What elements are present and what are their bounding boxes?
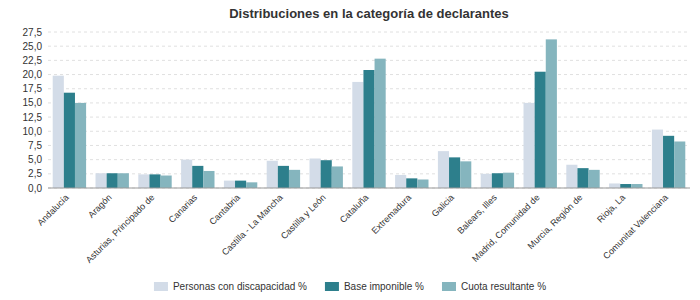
grid-line <box>48 46 690 47</box>
legend-swatch <box>325 282 339 291</box>
bar <box>406 178 417 188</box>
x-axis <box>48 188 690 189</box>
bar <box>203 171 214 188</box>
bar <box>566 165 577 188</box>
x-tick-label: Comunitat Valenciana <box>601 192 670 261</box>
chart: Distribuciones en la categoría de declar… <box>0 0 700 300</box>
y-tick-label: 25,0 <box>23 41 43 52</box>
x-tick-label: Galicia <box>429 192 456 219</box>
grid-line <box>48 60 690 61</box>
x-tick-label: Murcia, Región de <box>526 192 585 251</box>
y-grid <box>48 32 690 188</box>
bar <box>310 159 321 188</box>
bar <box>503 173 514 188</box>
bar <box>417 179 428 188</box>
y-tick-label: 17,5 <box>23 83 43 94</box>
bar <box>224 181 235 188</box>
bar <box>631 184 642 188</box>
bar <box>363 70 374 188</box>
x-tick-label: Madrid, Comunidad de <box>470 192 541 263</box>
bar <box>118 173 129 188</box>
x-tick-label: Extremadura <box>370 192 414 236</box>
bar <box>64 93 75 188</box>
y-tick-label: 5,0 <box>28 154 42 165</box>
title: Distribuciones en la categoría de declar… <box>229 6 509 21</box>
bar <box>524 103 535 188</box>
bars <box>53 39 686 188</box>
bar <box>589 170 600 188</box>
legend-swatch <box>154 282 168 291</box>
bar <box>352 82 363 188</box>
legend-label: Personas con discapacidad % <box>173 281 307 292</box>
bar <box>663 136 674 188</box>
bar <box>53 76 64 188</box>
bar <box>161 176 172 188</box>
x-tick-label: Aragón <box>86 192 114 220</box>
y-tick-label: 7,5 <box>28 140 42 151</box>
x-tick-label: Castilla - La Mancha <box>220 192 285 257</box>
bar <box>535 72 546 188</box>
x-tick-label: Canarias <box>167 192 200 225</box>
bar <box>332 166 343 188</box>
bar <box>75 103 86 188</box>
x-tick-label: Cantabria <box>207 192 242 227</box>
x-tick-label: Cataluña <box>338 192 371 225</box>
bar <box>449 157 460 188</box>
bar <box>674 141 685 188</box>
bar <box>107 173 118 188</box>
bar <box>289 170 300 188</box>
bar <box>235 181 246 188</box>
y-tick-label: 20,0 <box>23 69 43 80</box>
bar <box>181 160 192 188</box>
y-tick-label: 12,5 <box>23 112 43 123</box>
legend: Personas con discapacidad % Base imponibl… <box>154 281 546 292</box>
y-tick-label: 10,0 <box>23 126 43 137</box>
bar <box>481 174 492 188</box>
legend-item: Base imponible % <box>325 281 424 292</box>
y-tick-label: 2,5 <box>28 168 42 179</box>
legend-label: Cuota resultante % <box>461 281 546 292</box>
bar <box>620 184 631 188</box>
legend-swatch <box>442 282 456 291</box>
bar <box>246 182 257 188</box>
y-tick-label: 27,5 <box>23 27 43 38</box>
x-tick-label: Asturias, Principado de <box>84 192 157 265</box>
bar <box>138 174 149 188</box>
y-tick-label: 22,5 <box>23 55 43 66</box>
legend-item: Personas con discapacidad % <box>154 281 307 292</box>
bar <box>438 151 449 188</box>
bar <box>609 183 620 188</box>
bar <box>375 59 386 188</box>
x-tick-label: Andalucía <box>35 192 70 227</box>
x-tick-label: Rioja, La <box>595 192 627 224</box>
legend-label: Base imponible % <box>344 281 424 292</box>
bar <box>96 173 107 188</box>
x-tick-label: Balears, Illes <box>455 192 499 236</box>
grid-line <box>48 32 690 33</box>
bar <box>278 166 289 188</box>
bar <box>460 161 471 188</box>
bar <box>577 168 588 188</box>
x-tick-label: Castilla y León <box>279 192 328 241</box>
y-tick-label: 15,0 <box>23 97 43 108</box>
bar <box>652 130 663 188</box>
y-tick-label: 0,0 <box>28 183 42 194</box>
legend-item: Cuota resultante % <box>442 281 546 292</box>
bar <box>267 161 278 188</box>
bar <box>149 174 160 188</box>
bar <box>546 39 557 188</box>
bar <box>395 175 406 188</box>
bar <box>192 166 203 188</box>
bar <box>492 173 503 188</box>
grid-line <box>48 188 690 189</box>
bar <box>321 160 332 188</box>
